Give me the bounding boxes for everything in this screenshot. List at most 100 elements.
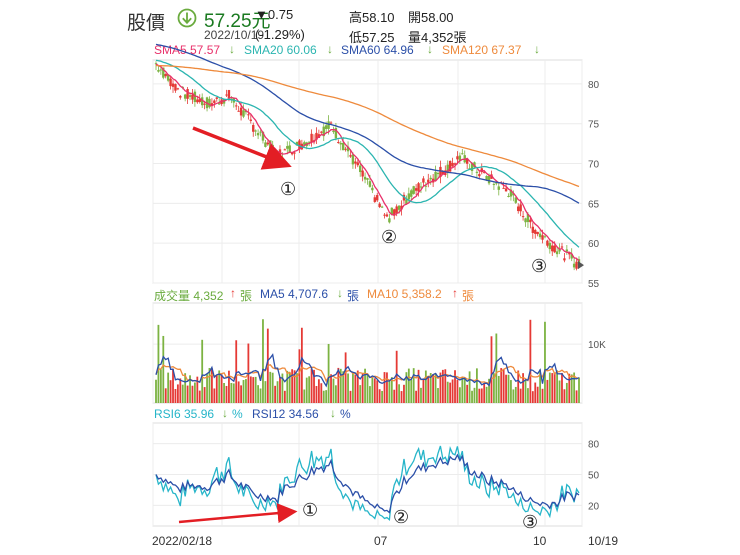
candle-body (273, 151, 277, 153)
volume-bar (502, 368, 505, 403)
candle-body (341, 142, 345, 151)
candle-body (218, 103, 221, 105)
volume-bar (466, 384, 469, 403)
volume-bar (534, 382, 537, 403)
candle-body (407, 193, 411, 200)
candle-body (368, 181, 372, 187)
candle-body (453, 163, 457, 165)
volume-bar (174, 388, 177, 403)
candle-body (470, 163, 474, 171)
candle-body (560, 246, 564, 248)
candle-body (162, 67, 165, 78)
candle-body (171, 83, 175, 87)
volume-bar (475, 368, 478, 403)
candle-body (235, 105, 238, 107)
up-arrow-icon: ↑ (230, 286, 236, 300)
volume-bar (281, 373, 284, 403)
volume-bar (330, 374, 332, 403)
volume-bar (193, 382, 196, 403)
candle-body (303, 142, 306, 145)
candle-body (322, 126, 325, 137)
legend-sma20: SMA20 60.06 (244, 43, 317, 57)
y-tick-label: 80 (588, 440, 600, 451)
candle-body (521, 216, 525, 218)
candle-body (351, 154, 355, 165)
volume-bar (347, 373, 349, 403)
candle-body (376, 195, 379, 201)
candle-body (538, 233, 542, 238)
candle-body (337, 141, 340, 143)
candle-body (487, 176, 491, 184)
candle-body (169, 78, 172, 87)
volume-bar (274, 385, 277, 403)
candle-body (213, 100, 216, 104)
down-arrow-icon (177, 8, 197, 28)
current-price: 57.25元 (204, 11, 271, 32)
volume-bar (558, 380, 561, 403)
candle-body (526, 213, 530, 223)
candle-body (359, 165, 362, 173)
volume-bar (291, 369, 294, 403)
volume-bar (480, 388, 483, 403)
candle-body (346, 146, 350, 152)
volume-bar (320, 383, 323, 403)
volume-bar (179, 378, 182, 403)
candle-body (504, 188, 508, 192)
price-change-percent: (-1.29%) (255, 27, 305, 42)
volume-bar (286, 370, 289, 403)
volume-bar (298, 349, 301, 403)
candle-body (551, 245, 554, 252)
candle-body (283, 149, 287, 151)
volume-bar (415, 390, 418, 403)
candle-body (261, 131, 265, 141)
candle-body (356, 162, 359, 166)
candle-body (565, 249, 569, 252)
volume-bar (189, 375, 191, 403)
candle-body (529, 219, 532, 223)
candle-body (354, 161, 357, 164)
volume-bar (232, 383, 235, 403)
volume-bar (225, 385, 228, 403)
candle-body (295, 141, 299, 146)
candle-body (332, 130, 335, 133)
y-tick-label: 10K (588, 340, 606, 351)
candle-body (502, 187, 505, 189)
candle-body (385, 214, 389, 217)
volume-bar (240, 385, 242, 403)
volume-bar (342, 371, 345, 403)
candle-body (225, 94, 228, 96)
volume-bar (527, 388, 529, 403)
volume-bar (512, 389, 515, 403)
volume-bar (568, 373, 571, 403)
candle-body (320, 131, 323, 133)
candle-body (380, 206, 384, 208)
legend-ma10: MA10 5,358.2 (367, 287, 442, 301)
candle-body (417, 183, 420, 192)
legend-ma10-unit: 張 (462, 289, 475, 303)
volume-bar (276, 381, 279, 403)
volume-bar (556, 370, 559, 403)
candle-body (458, 155, 462, 161)
volume-bar (181, 384, 184, 403)
volume-bar (354, 374, 357, 403)
candle-body (497, 186, 500, 190)
volume-bar (364, 368, 366, 403)
candle-body (208, 98, 211, 108)
volume-bar (544, 321, 546, 403)
down-arrow-icon: ↓ (337, 286, 343, 300)
volume-bar (398, 384, 401, 403)
candle-body (174, 84, 177, 91)
volume-bar (352, 373, 354, 403)
candle-body (344, 148, 347, 150)
candle-body (558, 248, 561, 252)
candle-body (198, 99, 201, 102)
candle-body (286, 146, 289, 149)
volume-bar (490, 336, 493, 403)
volume-bar (184, 373, 187, 403)
volume-bar (235, 340, 238, 403)
candle-body (259, 131, 262, 133)
candle-body (166, 74, 170, 81)
volume-bar (279, 376, 281, 403)
candle-body (570, 254, 573, 259)
last-price-marker (578, 261, 584, 270)
